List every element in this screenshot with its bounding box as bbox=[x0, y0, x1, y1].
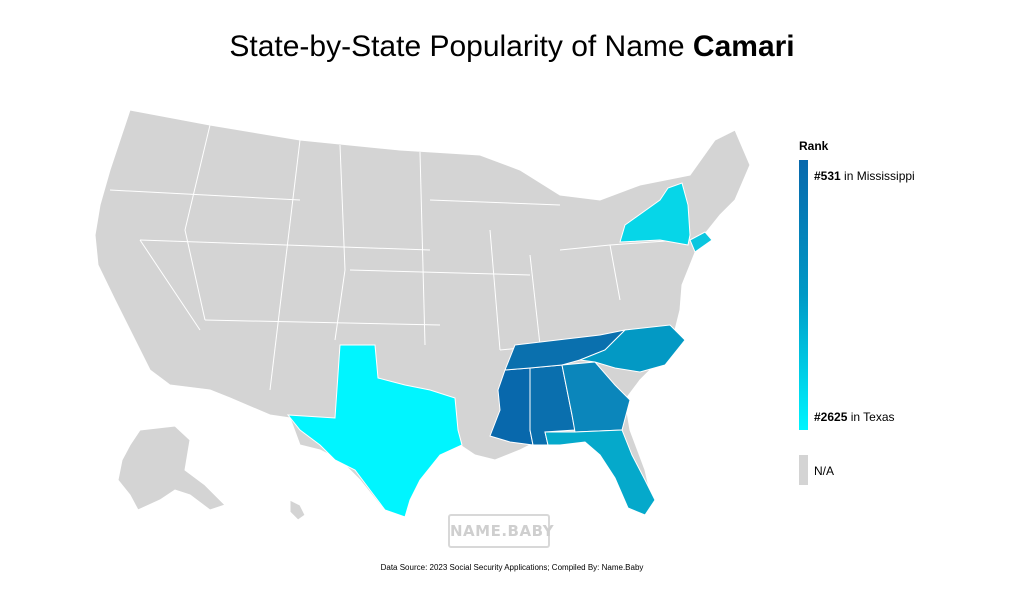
legend-top-rank: #531 bbox=[814, 169, 841, 183]
state-new-jersey bbox=[689, 231, 713, 253]
legend-top-text: in Mississippi bbox=[840, 169, 915, 183]
state-new-york bbox=[619, 182, 691, 246]
title-name: Camari bbox=[692, 30, 795, 63]
name-baby-logo: NAME.BABY bbox=[448, 514, 554, 548]
state-georgia bbox=[561, 361, 631, 433]
legend-gradient-bar bbox=[799, 160, 808, 430]
legend-na-label: N/A bbox=[814, 464, 835, 478]
legend-top-label: #531 in Mississippi bbox=[814, 169, 915, 183]
legend-na-swatch bbox=[799, 455, 808, 485]
title-prefix: State-by-State Popularity of Name bbox=[229, 30, 693, 63]
data-source: Data Source: 2023 Social Security Applic… bbox=[380, 563, 644, 572]
legend-bottom-rank: #2625 bbox=[814, 410, 848, 424]
legend-title: Rank bbox=[799, 139, 829, 153]
state-texas bbox=[286, 344, 463, 518]
hawaii bbox=[289, 499, 306, 521]
state-florida bbox=[544, 429, 656, 516]
legend-bottom-text: in Texas bbox=[847, 410, 895, 424]
chart-title: State-by-State Popularity of Name Camari bbox=[0, 30, 1024, 64]
alaska bbox=[117, 425, 226, 511]
state-north-carolina bbox=[578, 324, 686, 373]
legend-bottom-label: #2625 in Texas bbox=[814, 410, 895, 424]
